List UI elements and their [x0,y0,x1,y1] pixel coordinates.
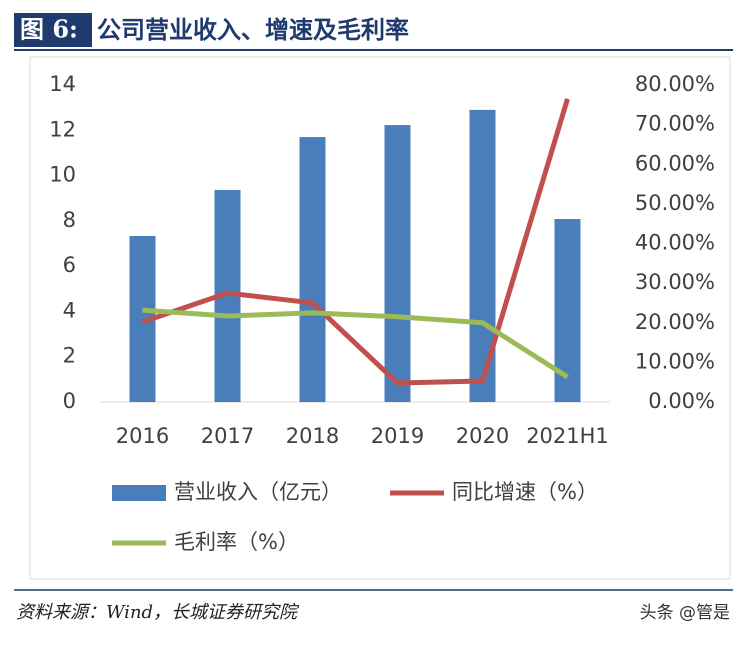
chart-frame [29,56,731,580]
y2-tick-label: 30.00% [635,270,715,294]
bar [384,125,411,403]
y-tick-label: 14 [49,72,76,96]
bar [299,137,326,403]
y-tick-label: 6 [63,253,76,277]
y2-tick-label: 10.00% [635,349,715,373]
legend-label: 同比增速（%） [452,480,598,504]
y-tick-label: 8 [63,208,76,232]
line-series [141,98,570,386]
legend-label: 营业收入（亿元） [174,480,342,504]
y2-tick-label: 0.00% [648,389,715,413]
y2-tick-label: 50.00% [635,191,715,215]
y2-tick-label: 40.00% [635,231,715,255]
y2-tick-label: 70.00% [635,112,715,136]
chart-title: 公司营业收入、增速及毛利率 [97,16,409,44]
source: 资料来源：Wind，长城证券研究院 [16,602,300,623]
figure-label-box [14,13,92,47]
y-tick-label: 10 [49,163,76,187]
y-tick-label: 12 [49,117,76,141]
legend-label: 毛利率（%） [174,530,299,554]
y2-tick-label: 20.00% [635,310,715,334]
figure-label: 图 6: [20,15,78,44]
y-tick-label: 4 [63,298,76,322]
y2-tick-label: 80.00% [635,72,715,96]
y-tick-label: 0 [63,389,76,413]
x-tick-label: 2021H1 [526,424,609,448]
line-series [142,307,569,380]
legend-swatch [112,485,166,501]
watermark: 头条 @管是 [640,603,730,623]
y-tick-label: 2 [63,344,76,368]
x-tick-label: 2017 [201,424,254,448]
x-tick-label: 2020 [456,424,509,448]
x-tick-label: 2019 [371,424,424,448]
y2-tick-label: 60.00% [635,151,715,175]
x-tick-label: 2018 [286,424,339,448]
x-tick-label: 2016 [116,424,169,448]
